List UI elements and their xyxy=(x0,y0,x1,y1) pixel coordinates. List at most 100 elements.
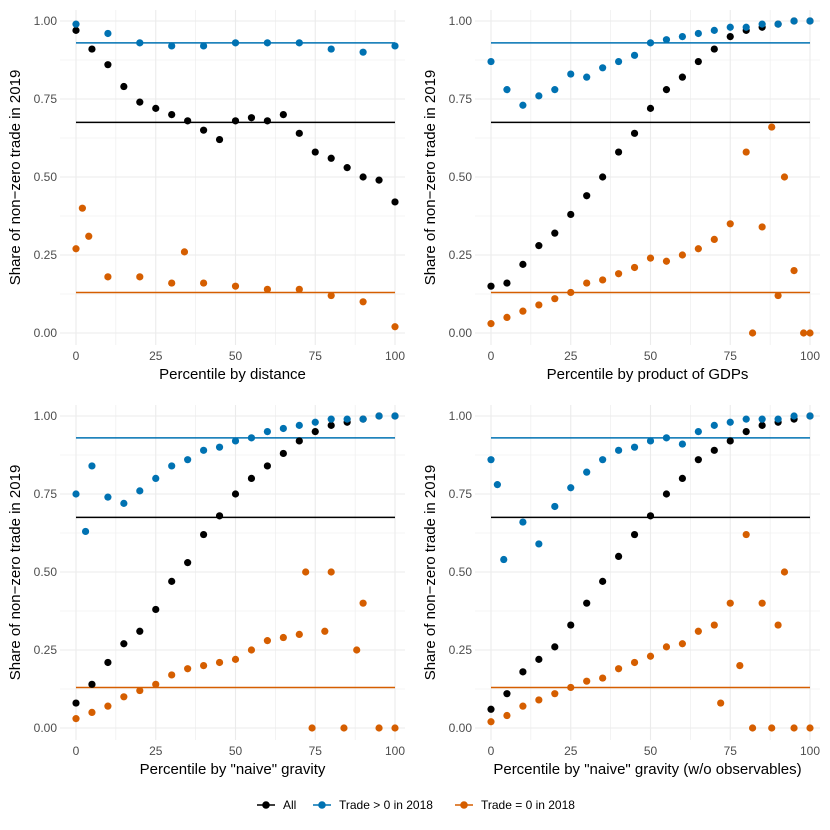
y-tick-label: 0.00 xyxy=(449,326,473,340)
point-trade-0-in-2018 xyxy=(662,643,671,651)
point-trade-0-in-2018 xyxy=(184,456,192,464)
point-trade-0-in-2018 xyxy=(710,235,718,243)
point-all xyxy=(742,428,750,436)
point-trade-0-in-2018 xyxy=(487,320,495,328)
y-axis-label: Share of non−zero trade in 2019 xyxy=(7,465,24,681)
series-trade-0-in-2018 xyxy=(487,412,814,564)
x-tick-label: 100 xyxy=(800,349,820,363)
point-trade-0-in-2018 xyxy=(742,530,750,539)
point-trade-0-in-2018 xyxy=(806,412,814,420)
point-trade-0-in-2018 xyxy=(487,57,495,66)
point-all xyxy=(152,104,160,112)
point-trade-0-in-2018 xyxy=(503,711,511,720)
point-trade-0-in-2018 xyxy=(327,291,335,300)
point-trade-0-in-2018 xyxy=(168,42,176,50)
point-trade-0-in-2018 xyxy=(215,658,224,667)
x-tick-label: 25 xyxy=(149,744,163,758)
point-all xyxy=(168,577,176,585)
point-trade-0-in-2018 xyxy=(321,627,329,635)
point-trade-0-in-2018 xyxy=(717,699,725,707)
point-trade-0-in-2018 xyxy=(748,724,757,732)
point-all xyxy=(662,86,671,94)
point-all xyxy=(200,530,208,539)
point-all xyxy=(694,57,702,66)
point-trade-0-in-2018 xyxy=(487,456,495,464)
point-all xyxy=(630,129,639,137)
point-trade-0-in-2018 xyxy=(263,285,271,293)
point-trade-0-in-2018 xyxy=(391,724,399,732)
point-all xyxy=(599,577,607,585)
point-trade-0-in-2018 xyxy=(247,434,256,442)
point-trade-0-in-2018 xyxy=(583,677,591,685)
point-trade-0-in-2018 xyxy=(327,45,335,53)
point-trade-0-in-2018 xyxy=(567,70,575,78)
point-all xyxy=(168,111,176,119)
point-trade-0-in-2018 xyxy=(180,248,189,256)
point-all xyxy=(710,45,718,53)
legend-all-key xyxy=(262,801,270,809)
series-all xyxy=(487,412,814,713)
point-trade-0-in-2018 xyxy=(136,487,144,495)
point-trade-0-in-2018 xyxy=(678,440,687,448)
y-axis-label: Share of non−zero trade in 2019 xyxy=(7,70,24,286)
point-all xyxy=(327,421,335,429)
point-trade-0-in-2018 xyxy=(120,499,128,507)
point-trade-0-in-2018 xyxy=(726,599,734,607)
point-trade-0-in-2018 xyxy=(359,415,367,423)
point-trade-0-in-2018 xyxy=(768,123,776,131)
point-trade-0-in-2018 xyxy=(215,443,224,451)
point-trade-0-in-2018 xyxy=(136,273,144,281)
point-trade-0-in-2018 xyxy=(327,568,335,576)
point-trade-0-in-2018 xyxy=(567,683,575,692)
point-trade-0-in-2018 xyxy=(72,490,80,498)
point-all xyxy=(311,428,319,436)
point-all xyxy=(152,605,160,614)
point-trade-0-in-2018 xyxy=(535,301,543,309)
y-tick-label: 0.75 xyxy=(34,92,58,106)
point-all xyxy=(535,242,543,250)
point-trade-0-in-2018 xyxy=(780,173,789,181)
point-trade-0-in-2018 xyxy=(646,437,655,445)
point-all xyxy=(583,599,591,607)
point-trade-0-in-2018 xyxy=(279,424,287,433)
point-all xyxy=(487,282,495,290)
point-all xyxy=(231,490,240,498)
series-trade-0-in-2018 xyxy=(487,530,814,732)
point-trade-0-in-2018 xyxy=(295,39,303,47)
point-trade-0-in-2018 xyxy=(768,724,776,732)
y-tick-label: 0.50 xyxy=(34,170,58,184)
point-trade-0-in-2018 xyxy=(104,493,112,501)
point-all xyxy=(343,164,351,172)
point-trade-0-in-2018 xyxy=(630,263,639,272)
point-trade-0-in-2018 xyxy=(774,415,782,423)
point-trade-0-in-2018 xyxy=(311,418,319,426)
x-axis-label: Percentile by distance xyxy=(159,366,306,383)
point-trade-0-in-2018 xyxy=(630,658,639,667)
point-trade-0-in-2018 xyxy=(615,57,623,66)
point-all xyxy=(215,512,224,520)
point-trade-0-in-2018 xyxy=(551,690,559,698)
point-trade-0-in-2018 xyxy=(662,36,671,44)
point-trade-0-in-2018 xyxy=(583,73,591,81)
y-tick-label: 0.00 xyxy=(34,721,58,735)
point-all xyxy=(662,490,671,498)
x-tick-label: 0 xyxy=(73,744,80,758)
point-all xyxy=(726,437,734,445)
point-trade-0-in-2018 xyxy=(120,693,128,701)
point-trade-0-in-2018 xyxy=(359,599,367,607)
point-trade-0-in-2018 xyxy=(780,568,789,576)
point-trade-0-in-2018 xyxy=(308,724,316,732)
point-all xyxy=(88,45,96,53)
point-trade-0-in-2018 xyxy=(104,273,112,281)
point-trade-0-in-2018 xyxy=(758,415,766,423)
point-trade-0-in-2018 xyxy=(500,555,508,564)
legend: All Trade > 0 in 2018 Trade = 0 in 2018 xyxy=(257,798,575,812)
point-trade-0-in-2018 xyxy=(81,527,90,536)
point-trade-0-in-2018 xyxy=(72,245,80,253)
point-trade-0-in-2018 xyxy=(200,279,208,287)
series-trade-0-in-2018 xyxy=(487,123,814,337)
legend-positive-key xyxy=(318,801,326,809)
point-all xyxy=(184,559,192,567)
x-tick-label: 100 xyxy=(385,349,405,363)
